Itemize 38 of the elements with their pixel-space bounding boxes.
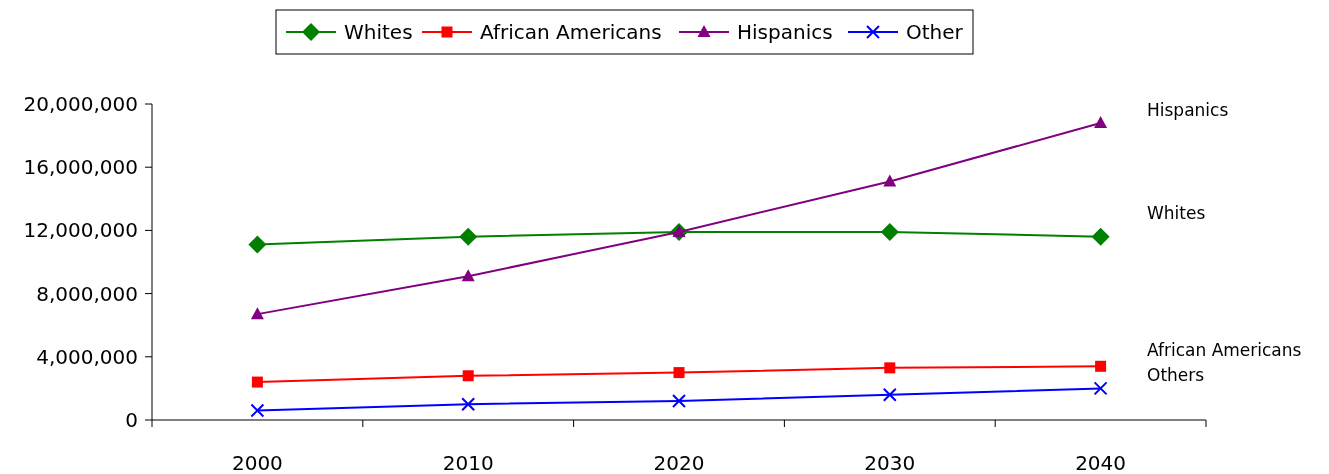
point [248, 235, 267, 254]
legend-label: Hispanics [737, 20, 833, 44]
legend-label: Whites [344, 20, 413, 44]
legend-label: Other [906, 20, 964, 44]
y-tick-label: 16,000,000 [23, 155, 138, 180]
x-tick-label: 2040 [1075, 451, 1127, 474]
point [461, 397, 476, 412]
y-tick-label: 20,000,000 [23, 92, 138, 116]
point [672, 394, 686, 409]
annotation: Others [1147, 364, 1205, 385]
point [250, 403, 265, 418]
x-tick-label: 2020 [653, 451, 705, 474]
y-tick-label: 4,000,000 [36, 344, 138, 369]
y-tick-label: 8,000,000 [36, 281, 138, 306]
point [461, 269, 475, 282]
point [1094, 115, 1108, 128]
point [462, 370, 474, 382]
point [882, 387, 897, 402]
point [883, 174, 897, 187]
point [673, 367, 685, 379]
point [1091, 227, 1110, 246]
point [880, 222, 899, 241]
point [672, 224, 686, 237]
point [459, 227, 478, 246]
annotation: Whites [1147, 202, 1206, 223]
x-tick-label: 2030 [864, 451, 916, 474]
x-tick-label: 2000 [231, 451, 283, 474]
point [884, 362, 896, 374]
point [251, 376, 263, 388]
point [1093, 381, 1108, 396]
y-tick-label: 12,000,000 [23, 218, 138, 243]
annotation: Hispanics [1147, 99, 1229, 120]
y-tick-label: 0 [125, 408, 138, 432]
annotation: African Americans [1147, 339, 1302, 360]
x-tick-label: 2010 [442, 451, 494, 474]
point [1095, 360, 1107, 372]
point [250, 307, 264, 320]
legend-label: African Americans [480, 20, 662, 44]
